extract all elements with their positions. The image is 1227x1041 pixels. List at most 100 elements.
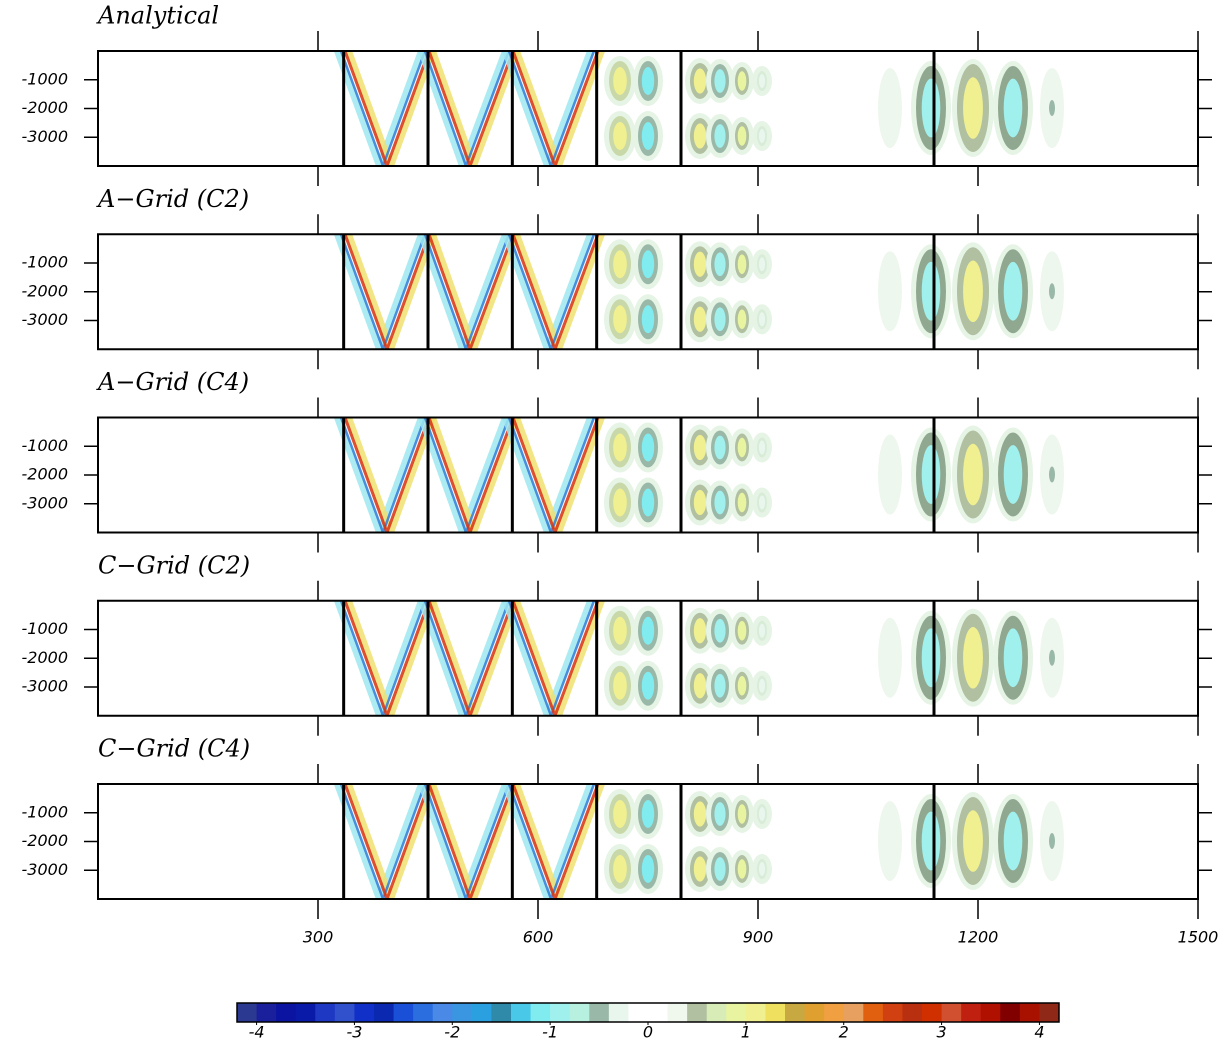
- wave-band: [334, 784, 424, 899]
- y-tick-label: -1000: [22, 253, 69, 272]
- wave-band: [514, 51, 605, 166]
- panel-title: A−Grid (C2): [96, 185, 249, 213]
- field-core: [1003, 78, 1023, 138]
- wave-band: [511, 784, 600, 899]
- y-tick-label: -2000: [22, 281, 69, 300]
- field-core: [693, 123, 707, 149]
- color-box: [745, 1003, 766, 1022]
- field-dot: [1049, 649, 1055, 666]
- field-core: [714, 618, 726, 643]
- x-tick-label: 1200: [958, 928, 999, 947]
- color-box: [726, 1003, 747, 1022]
- colorbar-label: -3: [346, 1023, 362, 1041]
- field-core: [613, 616, 627, 645]
- field-core: [758, 862, 766, 876]
- field-core: [693, 856, 707, 882]
- wave-band: [334, 234, 424, 350]
- wave-band: [502, 784, 593, 899]
- x-tick-label: 300: [303, 928, 334, 947]
- field-core: [737, 437, 747, 458]
- wave-band: [346, 417, 436, 533]
- color-box: [882, 1003, 903, 1022]
- x-tick-label: 900: [743, 928, 774, 947]
- wave-band: [430, 600, 520, 716]
- colorbar-label: 4: [1034, 1023, 1044, 1041]
- field-core: [641, 800, 655, 828]
- field-core: [758, 495, 766, 510]
- field-core: [921, 261, 941, 321]
- field: [334, 51, 1064, 166]
- color-box: [452, 1003, 473, 1022]
- x-tick-label: 1500: [1178, 928, 1219, 947]
- field-core: [613, 855, 627, 883]
- field-core: [714, 307, 726, 332]
- panel-title: C−Grid (C2): [98, 551, 250, 579]
- field-core: [1003, 628, 1023, 688]
- wave-band: [507, 417, 596, 533]
- field-core: [693, 618, 707, 644]
- field-pale: [878, 251, 902, 332]
- color-box: [706, 1003, 727, 1022]
- color-box: [432, 1003, 453, 1022]
- wave-band: [423, 234, 511, 350]
- field-core: [641, 250, 655, 279]
- color-box: [980, 1003, 1001, 1022]
- color-box: [471, 1003, 492, 1022]
- wave-band: [427, 234, 515, 350]
- field-core: [714, 252, 726, 277]
- field-core: [613, 488, 627, 517]
- field-core: [693, 801, 707, 827]
- field-core: [613, 671, 627, 700]
- field-core: [963, 260, 983, 323]
- wave-band: [430, 51, 520, 166]
- y-tick-label: -2000: [22, 831, 69, 850]
- wave-band: [502, 600, 593, 716]
- field-dot: [1049, 100, 1055, 116]
- colorbar-label: 3: [936, 1023, 946, 1041]
- wave-band: [334, 417, 424, 533]
- field-core: [1003, 445, 1023, 504]
- wave-band: [502, 234, 593, 350]
- wave-band: [418, 784, 508, 899]
- panel-title: C−Grid (C4): [98, 735, 250, 763]
- wave-band: [343, 600, 431, 716]
- wave-band: [423, 600, 511, 716]
- wave-band: [343, 784, 431, 899]
- wave-band: [514, 784, 605, 899]
- field-core: [737, 309, 747, 330]
- field-core: [693, 251, 707, 277]
- wave-band: [346, 784, 436, 899]
- field-dot: [1049, 466, 1055, 483]
- wave-band: [339, 600, 427, 716]
- colorbar-label: 2: [839, 1023, 849, 1041]
- field-core: [758, 678, 766, 693]
- field-dot: [1049, 283, 1055, 300]
- field-core: [714, 124, 726, 148]
- color-box: [256, 1003, 277, 1022]
- wave-band: [511, 417, 600, 533]
- colorbar-label: 0: [643, 1023, 653, 1041]
- wave-band: [418, 51, 508, 166]
- y-tick-label: -1000: [22, 619, 69, 638]
- panel-title: Analytical: [96, 2, 219, 30]
- wave-band: [427, 600, 515, 716]
- wave-band: [427, 417, 515, 533]
- y-tick-label: -3000: [22, 493, 69, 512]
- wave-band: [507, 784, 596, 899]
- color-box: [413, 1003, 434, 1022]
- wave-band: [343, 51, 431, 166]
- color-box: [315, 1003, 336, 1022]
- color-box: [648, 1003, 669, 1022]
- field-core: [641, 122, 655, 150]
- y-tick-label: -2000: [22, 648, 69, 667]
- y-tick-label: -1000: [22, 436, 69, 455]
- y-tick-label: -1000: [22, 69, 69, 88]
- wave-band: [423, 417, 511, 533]
- wave-band: [507, 51, 596, 166]
- field-core: [693, 673, 707, 699]
- field-core: [758, 312, 766, 327]
- field-core: [714, 857, 726, 881]
- field-core: [693, 489, 707, 516]
- field-dot: [1049, 833, 1055, 849]
